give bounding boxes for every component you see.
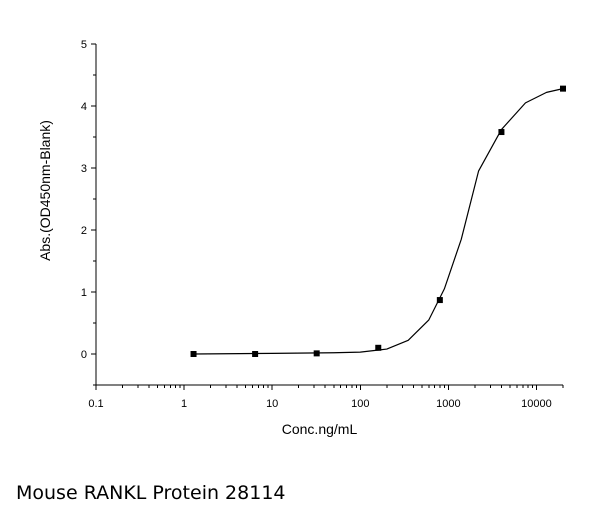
fit-curve-group xyxy=(193,88,564,355)
x-tick-label: 1 xyxy=(181,398,187,410)
figure-caption: Mouse RANKL Protein 28114 xyxy=(16,482,286,504)
fit-curve xyxy=(193,88,564,355)
x-tick-label: 10 xyxy=(266,398,278,410)
data-point xyxy=(560,85,566,92)
ticks: 0 1 2 3 4 5 0.1 1 10 100 1000 10000 xyxy=(81,39,564,410)
data-point xyxy=(313,350,320,357)
x-tick-label: 0.1 xyxy=(88,398,103,410)
chart: 0 1 2 3 4 5 0.1 1 10 100 1000 10000 Conc.ng/mL Abs.… xyxy=(37,39,566,437)
x-axis-label: Conc.ng/mL xyxy=(282,421,358,437)
y-tick-label: 3 xyxy=(81,163,87,175)
data-point xyxy=(498,129,505,136)
data-point xyxy=(190,351,197,357)
data-point xyxy=(436,297,443,304)
x-tick-label: 1000 xyxy=(436,398,460,410)
y-tick-label: 5 xyxy=(81,39,87,51)
x-tick-label: 100 xyxy=(351,398,369,410)
y-tick-label: 4 xyxy=(81,101,87,113)
y-tick-label: 0 xyxy=(81,349,87,361)
y-tick-label: 2 xyxy=(81,225,87,237)
data-point xyxy=(375,344,382,351)
x-tick-label: 10000 xyxy=(521,398,552,410)
axes xyxy=(95,44,563,386)
data-points xyxy=(190,85,566,357)
y-axis-label: Abs.(OD450nm-Blank) xyxy=(37,120,53,261)
y-tick-label: 1 xyxy=(81,287,87,299)
data-point xyxy=(252,351,259,357)
